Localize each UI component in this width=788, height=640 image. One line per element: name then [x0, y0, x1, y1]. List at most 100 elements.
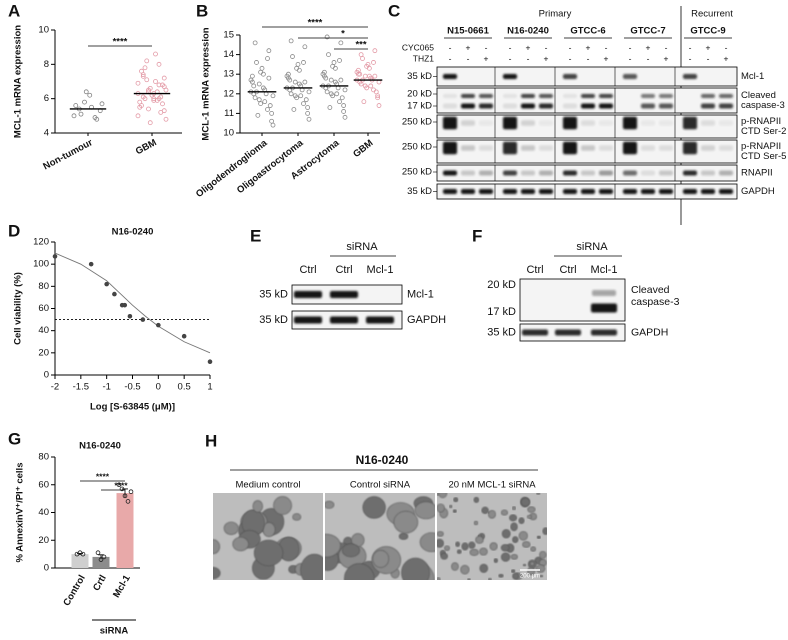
blot-band [641, 170, 655, 176]
data-point [341, 103, 347, 108]
panel-letter: A [8, 1, 20, 20]
blot-band [701, 170, 715, 176]
cell-cluster [438, 493, 448, 499]
treatment-sign: - [647, 53, 650, 63]
blot-band [503, 74, 517, 79]
row-label: Cleaved [631, 284, 670, 296]
cell-cluster [522, 541, 531, 548]
group-label: siRNA [576, 241, 608, 253]
panel-letter: G [8, 429, 21, 448]
blot-band [443, 116, 457, 130]
micrograph [437, 493, 547, 580]
treatment-name: THZ1 [413, 53, 435, 63]
blot-band [599, 145, 613, 151]
data-point [151, 96, 157, 102]
data-point [52, 254, 58, 259]
blot-band [641, 189, 655, 194]
data-point [337, 99, 342, 105]
blot-band [719, 189, 733, 194]
blot-band [623, 189, 637, 194]
cell-cluster [437, 503, 445, 513]
data-point [298, 93, 304, 99]
blot-band [581, 120, 595, 126]
micrograph [325, 493, 435, 580]
replicate-point [128, 489, 134, 494]
data-point [99, 101, 105, 107]
chart-title: N16-0240 [112, 227, 154, 238]
lane-label: Mcl-1 [367, 264, 394, 276]
cell-cluster [419, 532, 435, 553]
treatment-sign: + [646, 42, 651, 52]
blot-band [592, 290, 616, 296]
cell-cluster [489, 542, 498, 551]
category-label: Crtl [91, 573, 109, 593]
data-point [321, 73, 327, 79]
kd-marker: 250 kD [402, 167, 432, 178]
y-tick-label: 14 [223, 49, 234, 60]
replicate-point [122, 493, 128, 499]
data-point [146, 106, 151, 112]
data-point [156, 82, 162, 88]
y-tick-label: 6 [44, 93, 49, 104]
data-point [160, 101, 165, 107]
blot-band [461, 120, 475, 126]
data-point [161, 75, 167, 81]
blot-band [479, 189, 493, 194]
blot-band [461, 145, 475, 151]
data-point [258, 101, 264, 106]
data-point [73, 103, 79, 108]
cell-cluster [253, 539, 284, 567]
cell-cluster [512, 536, 519, 544]
cell-cluster [473, 496, 480, 503]
treatment-sign: - [527, 53, 530, 63]
fit-curve [54, 252, 211, 354]
row-label: Mcl-1 [407, 288, 434, 300]
data-point [262, 99, 268, 105]
error-bar [98, 554, 104, 559]
data-point [181, 333, 187, 339]
blot-band [461, 189, 475, 194]
blot-band [503, 141, 517, 155]
data-point [368, 83, 374, 89]
replicate-point [125, 499, 131, 504]
blot-band [503, 189, 517, 194]
cell-cluster [536, 535, 541, 539]
micrograph-content [325, 493, 435, 580]
blot-band [683, 116, 697, 130]
blot-band [461, 170, 475, 176]
row-label: GAPDH [741, 186, 775, 197]
kd-marker: 35 kD [259, 314, 288, 326]
cell-cluster [488, 577, 492, 580]
blot-band [479, 94, 493, 98]
x-tick-label: -1 [102, 382, 110, 393]
blot-band [522, 329, 548, 336]
blot-band [599, 94, 613, 98]
cell-cluster [440, 552, 448, 560]
kd-marker: 250 kD [402, 117, 432, 128]
y-tick-label: 80 [38, 281, 49, 292]
significance-label: * [341, 29, 345, 40]
y-tick-label: 20 [38, 535, 49, 546]
data-point [328, 91, 334, 97]
data-point [292, 79, 298, 85]
image-caption: Medium control [236, 480, 301, 491]
blot-band [701, 189, 715, 194]
data-point [334, 91, 340, 97]
panel-letter: F [472, 226, 482, 245]
cell-cluster [509, 514, 518, 522]
y-tick-label: 20 [38, 347, 49, 358]
data-point [372, 48, 378, 54]
cell-cluster [536, 493, 541, 495]
blot-band [683, 170, 697, 176]
data-point [135, 80, 141, 86]
x-tick-label: 0.5 [178, 382, 191, 393]
data-point [342, 87, 348, 93]
row-label: Cleaved [741, 90, 776, 101]
blot-band [330, 291, 358, 298]
y-axis-label: MCL-1 mRNA expression [13, 25, 24, 138]
cell-cluster [518, 531, 528, 541]
micrograph [213, 493, 323, 580]
blot-band [683, 141, 697, 155]
data-point [251, 83, 257, 89]
kd-marker: 35 kD [259, 288, 288, 300]
